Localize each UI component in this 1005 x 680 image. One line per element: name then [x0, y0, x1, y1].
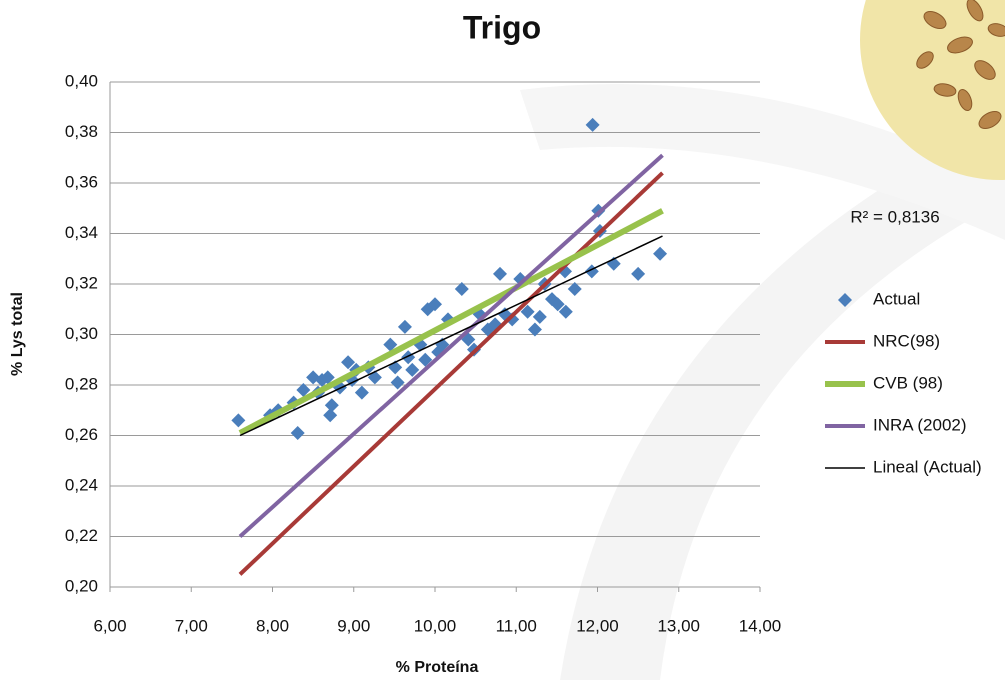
data-point — [390, 375, 405, 390]
data-point — [585, 117, 600, 132]
legend-label: NRC(98) — [873, 331, 940, 350]
chart-title: Trigo — [463, 9, 541, 45]
y-tick-label: 0,34 — [65, 223, 98, 242]
data-point — [428, 297, 442, 312]
legend-marker — [838, 293, 852, 307]
data-point — [383, 337, 398, 352]
trend-line — [239, 235, 663, 437]
data-point — [631, 266, 646, 281]
annotation: R² = 0,8136 — [850, 207, 939, 226]
y-tick-label: 0,30 — [65, 324, 98, 343]
data-point — [567, 282, 582, 297]
y-tick-label: 0,36 — [65, 172, 98, 191]
y-tick-label: 0,28 — [65, 374, 98, 393]
y-tick-label: 0,24 — [65, 475, 98, 494]
data-point — [231, 413, 246, 428]
trend-line — [238, 153, 664, 538]
x-tick-label: 6,00 — [93, 616, 126, 635]
y-tick-label: 0,26 — [65, 425, 98, 444]
legend-label: Lineal (Actual) — [873, 457, 982, 476]
y-axis-title: % Lys total — [9, 292, 26, 376]
y-tick-label: 0,20 — [65, 576, 98, 595]
x-tick-label: 10,00 — [414, 616, 457, 635]
data-point — [493, 266, 507, 281]
x-tick-label: 13,00 — [657, 616, 700, 635]
x-tick-label: 9,00 — [337, 616, 370, 635]
data-point — [532, 309, 547, 324]
y-tick-label: 0,40 — [65, 71, 98, 90]
data-point — [653, 246, 668, 261]
x-tick-label: 11,00 — [496, 616, 537, 635]
y-tick-label: 0,38 — [65, 122, 98, 141]
legend-label: CVB (98) — [873, 373, 943, 392]
data-point — [323, 408, 338, 423]
data-point — [527, 322, 542, 337]
x-tick-label: 8,00 — [256, 616, 289, 635]
x-tick-label: 12,00 — [576, 616, 619, 635]
data-point — [454, 282, 469, 297]
trend-line — [238, 208, 664, 436]
data-point — [550, 297, 565, 312]
legend-label: INRA (2002) — [873, 415, 967, 434]
y-tick-label: 0,32 — [65, 273, 98, 292]
data-point — [324, 398, 339, 413]
data-point — [320, 370, 335, 385]
data-point — [505, 312, 520, 327]
data-point — [558, 304, 573, 319]
data-point — [341, 355, 356, 370]
data-point — [418, 352, 433, 367]
legend-label: Actual — [873, 289, 920, 308]
data-point — [354, 385, 369, 400]
background-decoration — [520, 0, 1005, 680]
data-point — [290, 425, 305, 440]
data-point — [401, 350, 416, 365]
x-axis-title: % Proteína — [396, 659, 479, 676]
y-tick-label: 0,22 — [65, 526, 98, 545]
data-point — [520, 304, 535, 319]
x-tick-label: 7,00 — [175, 616, 208, 635]
trend-line — [238, 171, 664, 576]
data-point — [296, 383, 311, 398]
x-tick-label: 14,00 — [739, 616, 782, 635]
data-point — [405, 362, 420, 377]
data-point — [397, 319, 412, 334]
